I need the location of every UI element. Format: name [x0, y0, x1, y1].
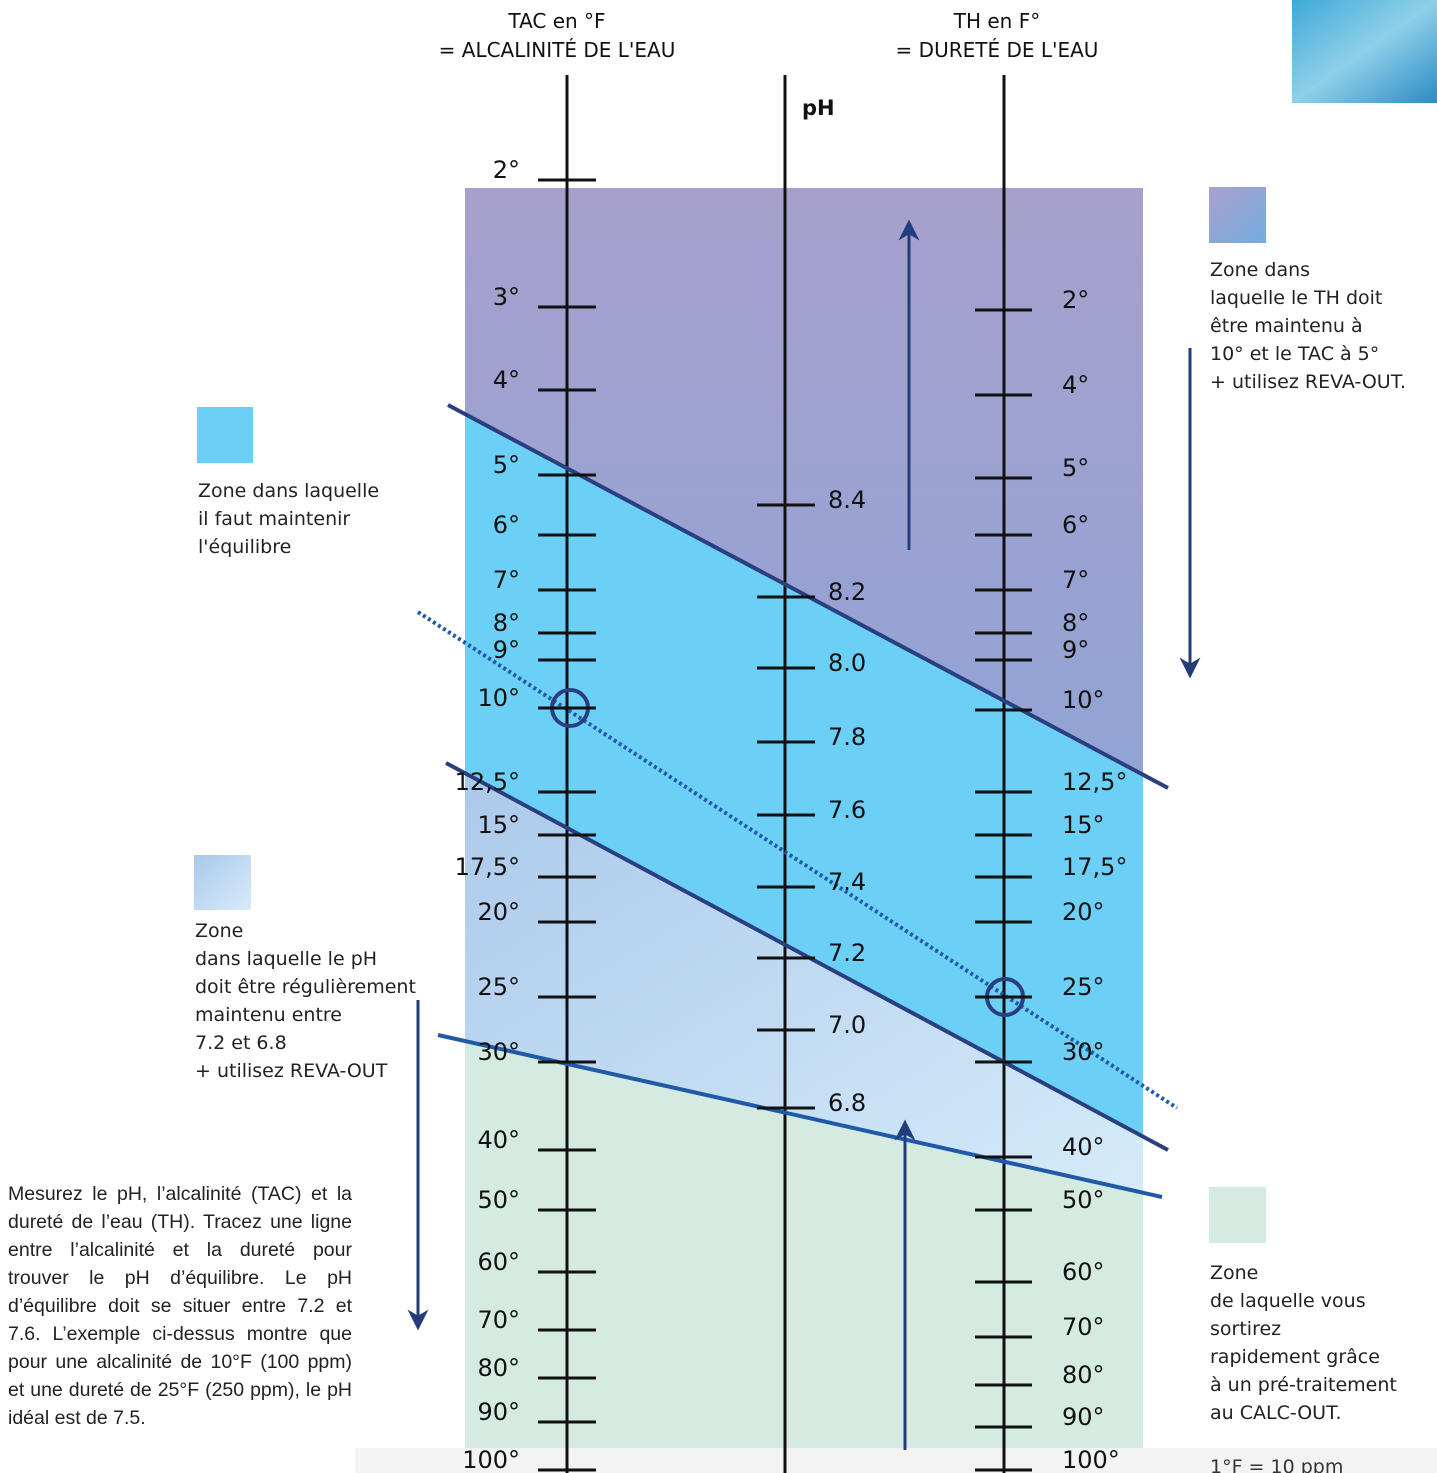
legend-text: + utilisez REVA-OUT.	[1210, 371, 1406, 393]
tick-label: 10°	[1062, 686, 1105, 714]
legend-swatch	[197, 407, 253, 463]
arrows	[407, 219, 1201, 1450]
tick-label: 100°	[462, 1446, 520, 1473]
tick-label: 40°	[1062, 1133, 1105, 1161]
legend-text: sortirez	[1210, 1318, 1281, 1340]
tick-label: 12,5°	[1062, 768, 1127, 796]
tick-label: 80°	[1062, 1361, 1105, 1389]
axis-title: TAC en °F	[507, 9, 605, 33]
zone-cyan	[465, 414, 1143, 1137]
tick-label: 5°	[493, 451, 520, 479]
tick-label: 50°	[477, 1186, 520, 1214]
tick-label: 2°	[493, 156, 520, 184]
tick-label: 7°	[493, 566, 520, 594]
tick-label: 8°	[1062, 609, 1089, 637]
tick-label: 17,5°	[1062, 853, 1127, 881]
tick-label: 20°	[1062, 898, 1105, 926]
tick-label: 6°	[493, 511, 520, 539]
tick-label: 60°	[477, 1248, 520, 1276]
legend-text: être maintenu à	[1210, 315, 1363, 337]
tick-label: 80°	[477, 1354, 520, 1382]
legend-text: Zone dans laquelle	[198, 480, 379, 502]
tick-label: 7.4	[828, 868, 866, 896]
tick-label: 15°	[477, 811, 520, 839]
tick-label: 3°	[493, 283, 520, 311]
legend-swatch	[194, 855, 251, 910]
zone-light	[465, 773, 1143, 1195]
tick-label: 90°	[477, 1398, 520, 1426]
legend-text: doit être régulièrement	[195, 976, 416, 998]
tick-label: 10°	[477, 684, 520, 712]
tick-label: 8.2	[828, 578, 866, 606]
tick-label: 30°	[477, 1038, 520, 1066]
axis-title: = DURETÉ DE L'EAU	[896, 38, 1099, 62]
tick-label: 7°	[1062, 566, 1089, 594]
tick-label: 8.4	[828, 486, 866, 514]
legend-text: 7.2 et 6.8	[195, 1032, 287, 1054]
tick-label: 17,5°	[455, 853, 520, 881]
tick-label: 9°	[1062, 636, 1089, 664]
tick-label: 7.8	[828, 723, 866, 751]
tick-label: 70°	[1062, 1313, 1105, 1341]
legend-text: à un pré-traitement	[1210, 1374, 1397, 1396]
legend-text: rapidement grâce	[1210, 1346, 1380, 1368]
tick-label: 25°	[477, 973, 520, 1001]
footer: 1°F = 10 ppm	[1210, 1456, 1343, 1473]
legend-swatch	[1209, 1187, 1266, 1243]
legend-text: maintenu entre	[195, 1004, 342, 1026]
tick-label: 4°	[493, 366, 520, 394]
note: Mesurez le pH, l’alcalinité (TAC) et la …	[8, 1183, 352, 1429]
tick-label: 30°	[1062, 1038, 1105, 1066]
tick-label: 70°	[477, 1306, 520, 1334]
legend-text: 10° et le TAC à 5°	[1210, 343, 1379, 365]
tick-label: 9°	[493, 636, 520, 664]
legend-text: laquelle le TH doit	[1210, 287, 1382, 309]
tick-label: 40°	[477, 1126, 520, 1154]
tick-label: 8°	[493, 609, 520, 637]
tick-label: 7.2	[828, 939, 866, 967]
example-line	[416, 610, 1179, 1110]
legend-text: Zone	[1210, 1262, 1258, 1284]
tick-label: 7.0	[828, 1011, 866, 1039]
legend-text: au CALC-OUT.	[1210, 1402, 1341, 1424]
legend-swatch	[1209, 187, 1266, 243]
legend-text: dans laquelle le pH	[195, 948, 377, 970]
axis-title: TH en F°	[953, 9, 1040, 33]
tick-label: 8.0	[828, 649, 866, 677]
tick-label: 4°	[1062, 371, 1089, 399]
tick-label: 6.8	[828, 1089, 866, 1117]
footer-band	[355, 1448, 1437, 1473]
axis-title: pH	[802, 96, 835, 120]
legend-text: Zone	[195, 920, 243, 942]
tick-label: 15°	[1062, 811, 1105, 839]
tick-label: 25°	[1062, 973, 1105, 1001]
axis-title: = ALCALINITÉ DE L'EAU	[439, 38, 676, 62]
tick-label: 60°	[1062, 1258, 1105, 1286]
tick-label: 50°	[1062, 1186, 1105, 1214]
zone-green	[465, 1041, 1143, 1473]
legend-text: de laquelle vous	[1210, 1290, 1366, 1312]
tick-label: 12,5°	[455, 768, 520, 796]
tick-label: 7.6	[828, 796, 866, 824]
tick-label: 2°	[1062, 286, 1089, 314]
tick-label: 90°	[1062, 1403, 1105, 1431]
legend-text: il faut maintenir	[198, 508, 350, 530]
legend-text: Zone dans	[1210, 259, 1310, 281]
zones	[465, 188, 1143, 1473]
tick-label: 5°	[1062, 454, 1089, 482]
legend-text: + utilisez REVA-OUT	[195, 1060, 388, 1082]
tick-label: 6°	[1062, 511, 1089, 539]
legend-text: l'équilibre	[198, 536, 291, 558]
tick-label: 100°	[1062, 1446, 1120, 1473]
photo	[1292, 0, 1437, 103]
tick-label: 20°	[477, 898, 520, 926]
